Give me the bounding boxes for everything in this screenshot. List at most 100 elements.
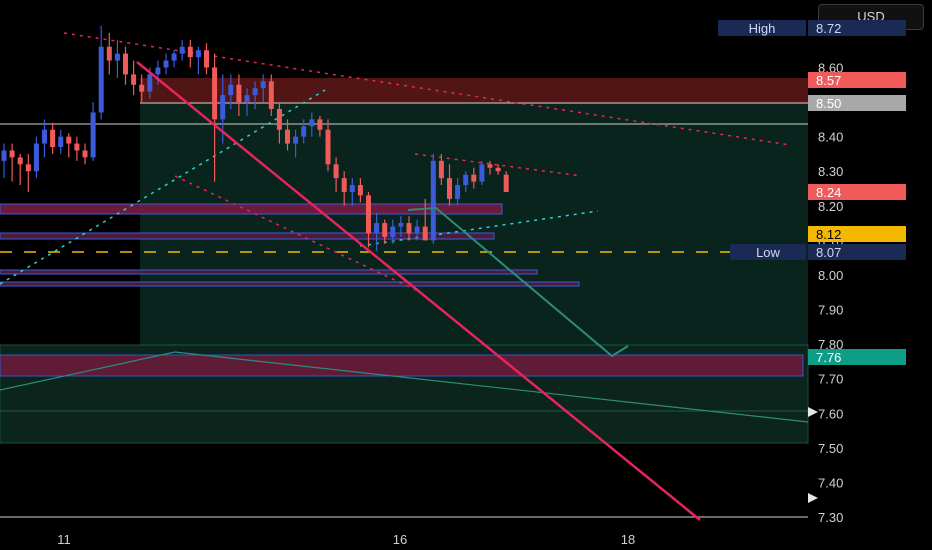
candle-body — [50, 129, 56, 148]
low-value: 8.07 — [816, 245, 841, 260]
candle-body — [276, 108, 282, 130]
y-tick-label: 8.60 — [818, 60, 843, 75]
candle-body — [236, 84, 242, 103]
candle-body — [171, 53, 177, 61]
candle-body — [179, 46, 185, 54]
alert-marker-icon-2[interactable] — [808, 493, 818, 503]
candle-body — [293, 136, 299, 144]
tag-812-text: 8.12 — [816, 227, 841, 242]
candle-body — [317, 119, 323, 130]
y-tick-label: 7.50 — [818, 441, 843, 456]
high-label: High — [749, 21, 776, 36]
candle-body — [341, 178, 347, 192]
x-tick-label: 16 — [393, 532, 407, 547]
y-tick-label: 8.00 — [818, 268, 843, 283]
candle-body — [195, 50, 201, 58]
zone-bar-3 — [0, 269, 538, 275]
low-label: Low — [756, 245, 780, 260]
candle-body — [25, 164, 31, 172]
candle-body — [106, 46, 112, 61]
candle-body — [374, 223, 380, 234]
y-tick-label: 7.90 — [818, 303, 843, 318]
teal-line-1 — [0, 351, 176, 391]
candle-body — [90, 112, 96, 158]
candle-body — [406, 223, 412, 234]
y-tick-label: 8.30 — [818, 164, 843, 179]
candle-body — [9, 150, 15, 158]
candle-body — [390, 226, 396, 237]
candle-body — [204, 50, 209, 68]
candle-body — [309, 119, 315, 127]
candle-body — [471, 174, 477, 182]
alert-marker-icon[interactable] — [808, 407, 818, 417]
main-trend-line — [136, 61, 701, 521]
red-dotted-bottom — [174, 175, 421, 293]
tag-812: 8.12 — [808, 226, 906, 242]
resistance-zone — [140, 78, 808, 104]
candle-body — [430, 160, 436, 241]
candle-body — [414, 226, 420, 234]
candle-body — [82, 150, 88, 158]
tag-last-text: 8.24 — [816, 185, 841, 200]
candle-body — [220, 95, 226, 120]
candle-body — [301, 126, 307, 137]
candle-body — [357, 185, 363, 196]
candle-body — [455, 185, 461, 199]
red-dotted-top — [63, 32, 791, 146]
zone-bar-4 — [0, 281, 580, 287]
candle-body — [131, 74, 137, 85]
projection-arrow — [407, 206, 629, 358]
candle-body — [187, 46, 193, 58]
candle-body — [58, 136, 64, 148]
candle-body — [114, 53, 120, 61]
candle-body — [244, 95, 250, 103]
candle-body — [228, 84, 234, 96]
candle-body — [503, 174, 509, 192]
candle-body — [42, 129, 47, 144]
zone-bar-1 — [0, 203, 503, 215]
candle-body — [17, 157, 23, 165]
y-tick-label: 7.80 — [818, 337, 843, 352]
x-tick-label: 18 — [621, 532, 635, 547]
candle-body — [285, 129, 290, 144]
candle-body — [398, 223, 404, 227]
candle-body — [333, 164, 339, 179]
y-tick-label: 7.30 — [818, 510, 843, 525]
candle-body — [252, 88, 258, 96]
y-tick-label: 8.40 — [818, 130, 843, 145]
candle-body — [325, 129, 331, 165]
candle-body — [66, 136, 72, 144]
candle-body — [382, 223, 388, 237]
candle-body — [155, 67, 161, 75]
time-axis: 11 16 18 — [57, 532, 635, 547]
candle-body — [123, 53, 128, 75]
candle-body — [212, 67, 218, 120]
candle-body — [463, 174, 469, 186]
candle-body — [422, 226, 428, 241]
candle-body — [260, 81, 266, 89]
candle-body — [438, 160, 444, 179]
candlesticks — [1, 26, 509, 251]
y-tick-label: 8.20 — [818, 199, 843, 214]
low-tag: Low 8.07 — [730, 244, 906, 260]
zone-bar-2 — [0, 232, 495, 240]
tag-857-text: 8.57 — [816, 73, 841, 88]
tag-850: 8.50 — [808, 95, 906, 111]
y-tick-label: 7.40 — [818, 475, 843, 490]
candle-body — [98, 46, 104, 113]
y-tick-label: 7.70 — [818, 372, 843, 387]
target-zone — [0, 354, 804, 377]
tag-850-text: 8.50 — [816, 96, 841, 111]
x-tick-label: 11 — [57, 532, 71, 547]
tag-776-text: 7.76 — [816, 350, 841, 365]
candle-body — [74, 143, 80, 151]
candle-body — [447, 178, 452, 199]
y-tick-label: 7.60 — [818, 406, 843, 421]
tag-776: 7.76 — [808, 349, 906, 365]
teal-line-2 — [174, 351, 809, 423]
candle-body — [33, 143, 39, 172]
candle-body — [479, 164, 485, 182]
candle-body — [147, 74, 153, 92]
price-axis: 8.608.508.408.308.208.108.007.907.807.70… — [818, 60, 843, 525]
